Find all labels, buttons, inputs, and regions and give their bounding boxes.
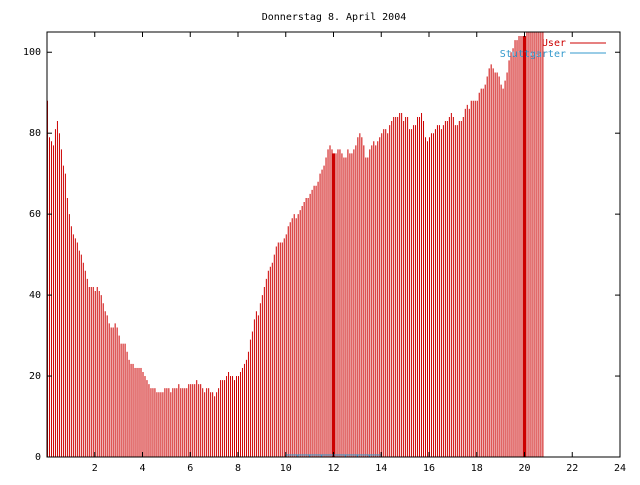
x-tick-label: 10 (280, 463, 292, 474)
x-tick-label: 20 (518, 463, 530, 474)
x-tick-label: 16 (423, 463, 435, 474)
x-tick-label: 22 (566, 463, 578, 474)
y-tick-label: 0 (35, 452, 41, 463)
legend-label-user: User (542, 38, 566, 49)
legend: User Stuttgarter (500, 38, 606, 60)
bar-user-highlight (523, 36, 526, 458)
bars-layer (47, 32, 544, 458)
x-tick-label: 18 (471, 463, 483, 474)
bar-user-highlight (332, 153, 335, 457)
y-tick-label: 20 (29, 371, 41, 382)
y-tick-label: 100 (23, 47, 41, 58)
x-tick-label: 8 (235, 463, 241, 474)
x-tick-label: 2 (92, 463, 98, 474)
x-tick-label: 12 (327, 463, 339, 474)
x-tick-label: 4 (139, 463, 145, 474)
y-tick-label: 80 (29, 128, 41, 139)
y-tick-label: 40 (29, 290, 41, 301)
chart-title: Donnerstag 8. April 2004 (262, 12, 407, 23)
legend-label-stuttgarter: Stuttgarter (500, 49, 566, 60)
x-tick-label: 6 (187, 463, 193, 474)
x-tick-label: 14 (375, 463, 387, 474)
x-tick-label: 24 (614, 463, 626, 474)
y-tick-label: 60 (29, 209, 41, 220)
